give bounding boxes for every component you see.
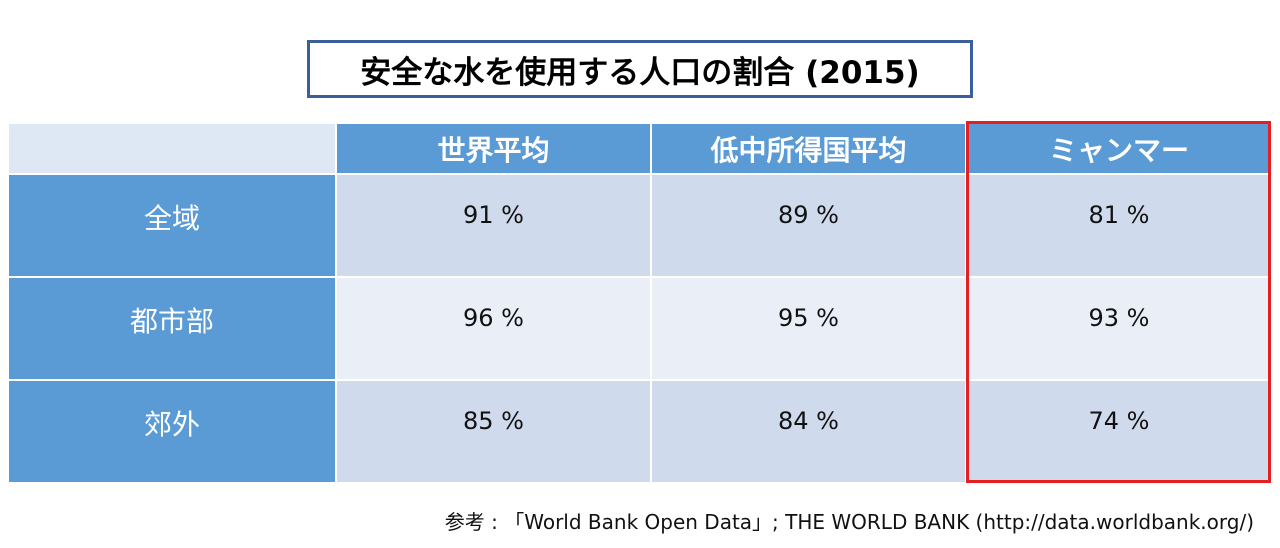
column-header-world: 世界平均 [337,124,652,175]
row-header-urban: 都市部 [9,278,337,381]
table-cell: 96 % [337,278,652,381]
column-header-myanmar: ミャンマー [967,124,1273,175]
data-table: 世界平均 低中所得国平均 ミャンマー 全域 91 % 89 % 81 % 都市部… [9,124,1273,484]
page-title: 安全な水を使用する人口の割合 (2015) [307,40,973,98]
table-cell: 93 % [967,278,1273,381]
table-cell: 74 % [967,381,1273,484]
table-cell: 91 % [337,175,652,278]
table-cell: 85 % [337,381,652,484]
table-cell: 84 % [652,381,967,484]
table-corner [9,124,337,175]
table-cell: 81 % [967,175,1273,278]
row-header-total: 全域 [9,175,337,278]
source-citation: 参考 : 「World Bank Open Data」; THE WORLD B… [444,510,1254,534]
row-header-rural: 郊外 [9,381,337,484]
table-cell: 95 % [652,278,967,381]
column-header-lmic: 低中所得国平均 [652,124,967,175]
table-cell: 89 % [652,175,967,278]
